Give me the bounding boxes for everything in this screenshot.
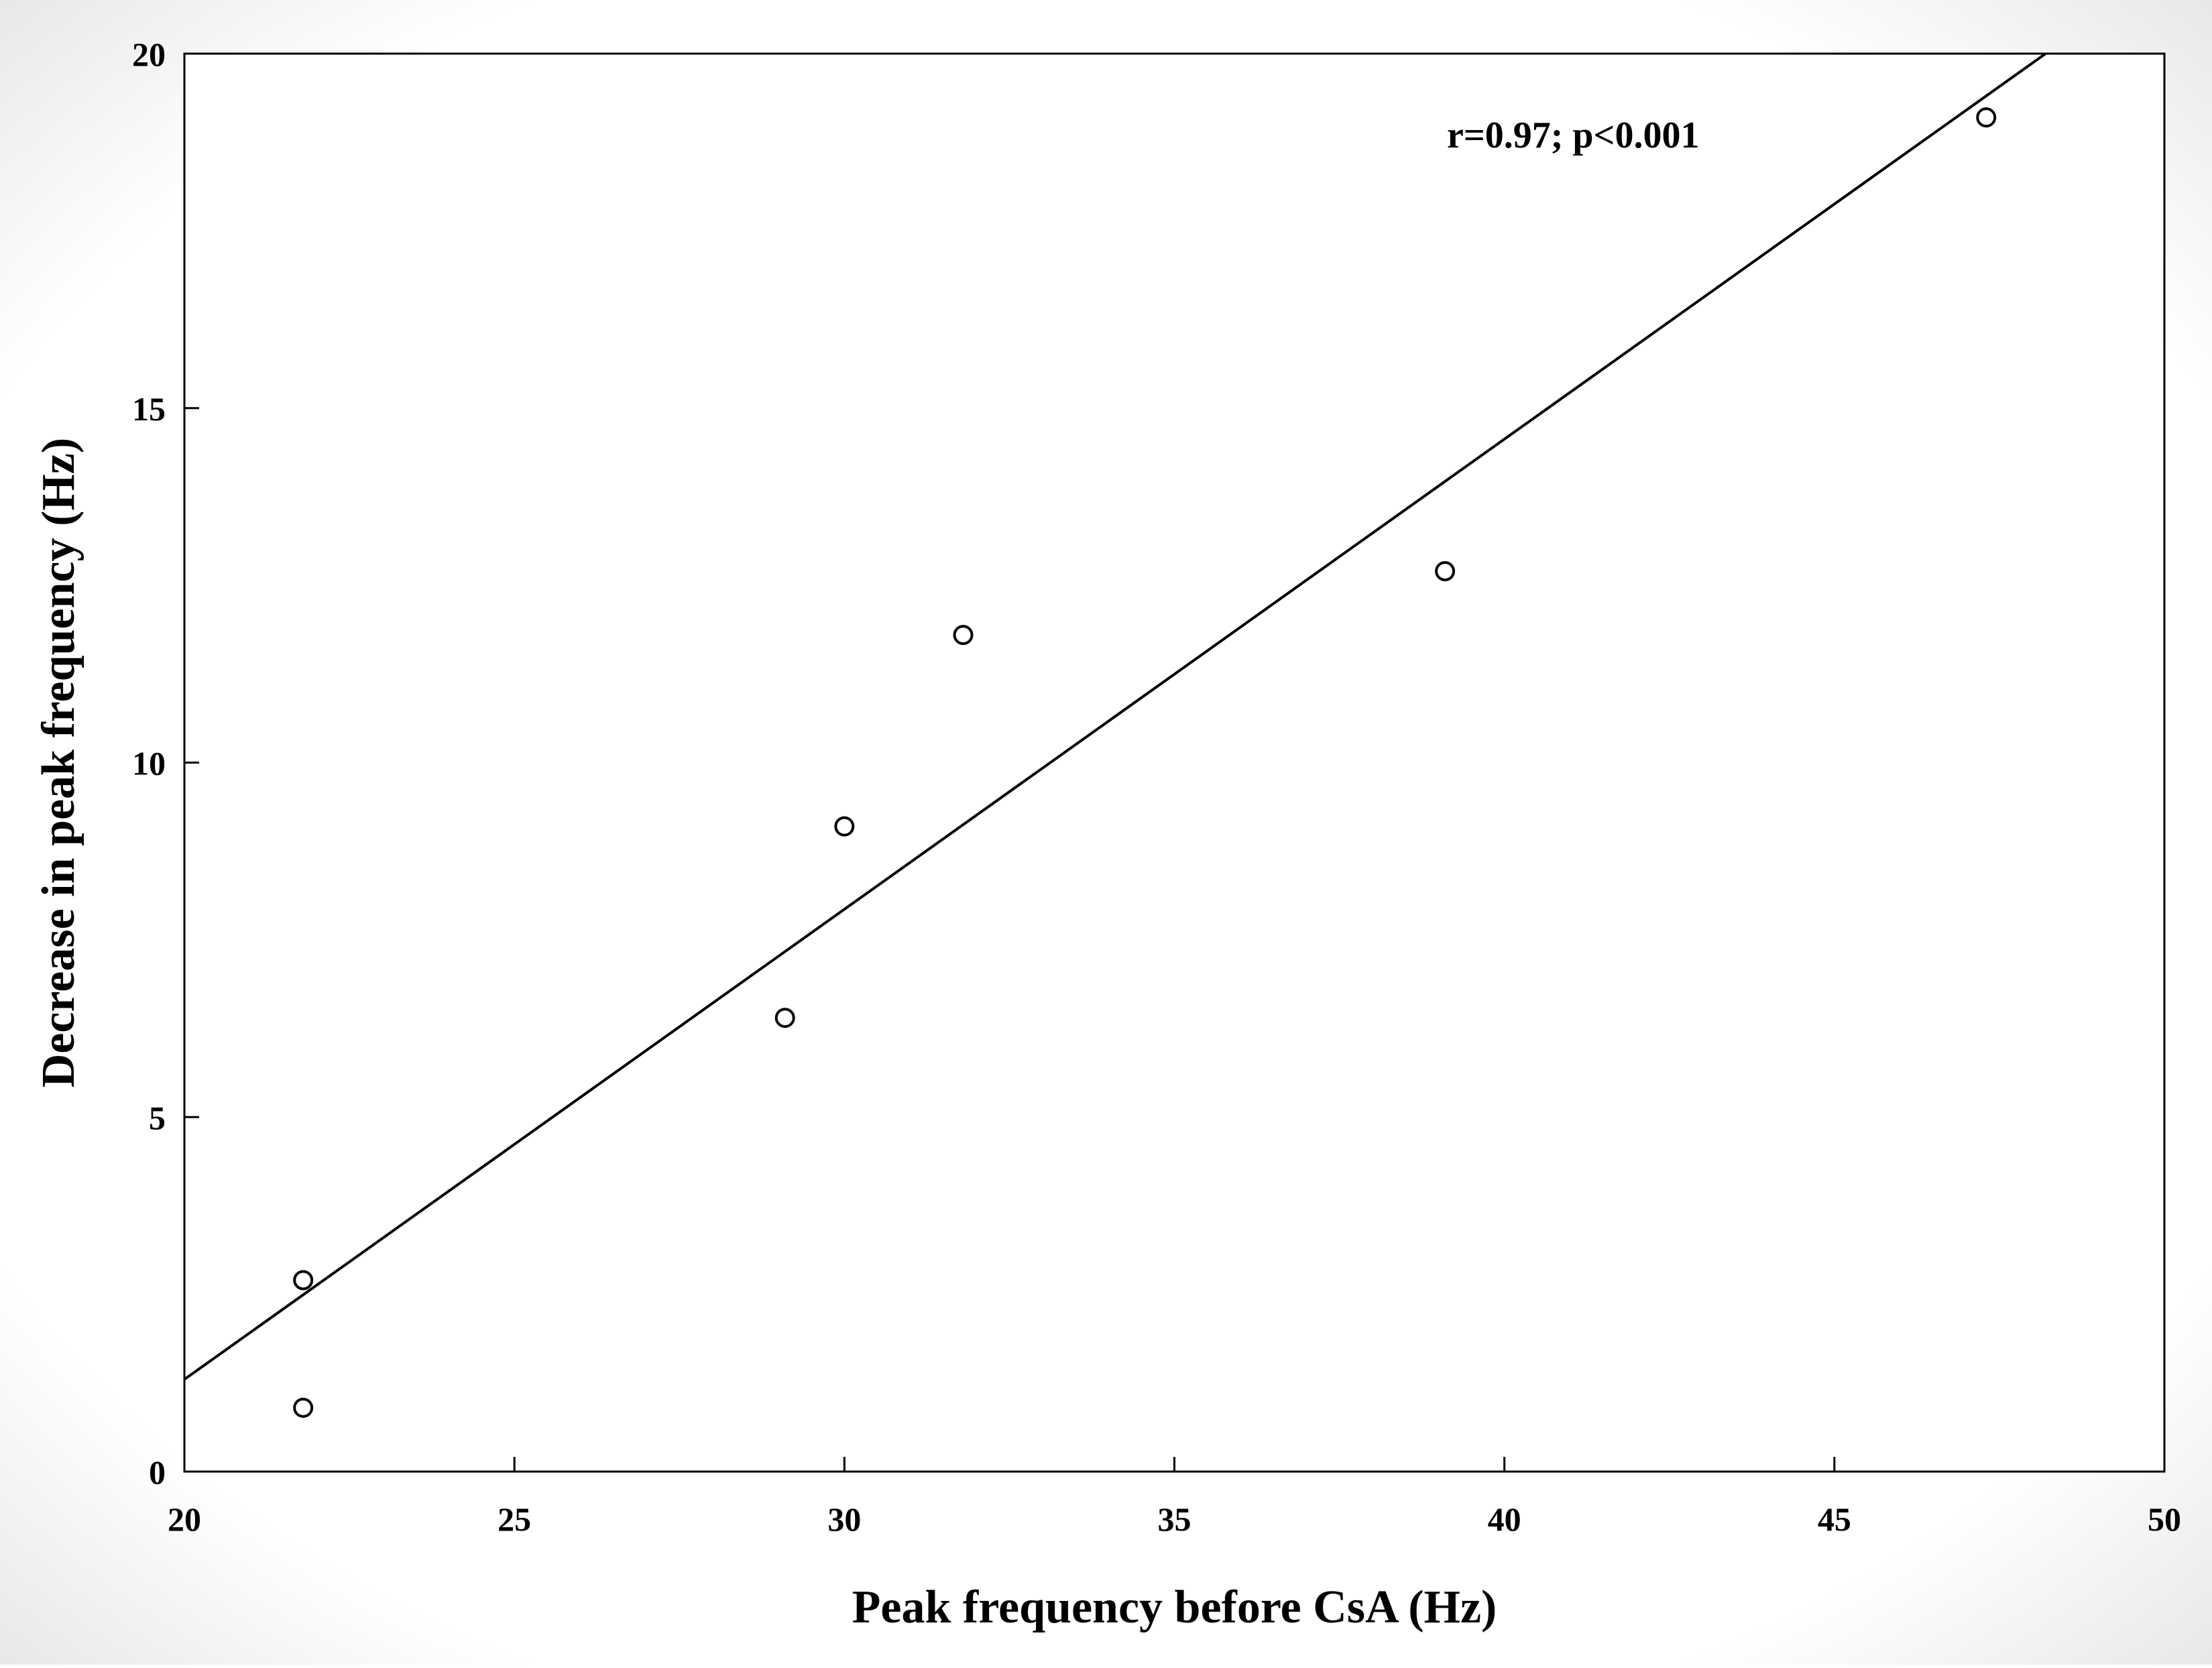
plot-area xyxy=(183,52,2166,1473)
x-tick-label: 45 xyxy=(1818,1500,1851,1538)
x-tick-label: 40 xyxy=(1488,1500,1521,1538)
correlation-annotation: r=0.97; p<0.001 xyxy=(1447,115,1699,156)
data-point xyxy=(834,816,855,837)
x-axis-title: Peak frequency before CsA (Hz) xyxy=(852,1582,1497,1633)
data-point xyxy=(293,1397,314,1418)
data-point xyxy=(953,625,974,646)
regression-line xyxy=(183,52,2046,1381)
y-tick-label: 10 xyxy=(132,745,166,782)
x-tick-label: 25 xyxy=(498,1500,531,1538)
y-tick-label: 5 xyxy=(149,1099,166,1136)
data-point xyxy=(1976,107,1997,128)
x-tick-label: 30 xyxy=(827,1500,861,1538)
y-tick-label: 20 xyxy=(132,36,166,73)
data-point xyxy=(774,1008,795,1028)
data-point xyxy=(293,1270,314,1291)
y-tick-label: 0 xyxy=(149,1453,166,1491)
data-point xyxy=(1435,560,1456,581)
y-axis-title: Decrease in peak frequency (Hz) xyxy=(33,438,84,1087)
x-tick-label: 20 xyxy=(168,1500,201,1538)
x-tick-label: 35 xyxy=(1158,1500,1191,1538)
y-tick-label: 15 xyxy=(132,390,166,428)
x-tick-label: 50 xyxy=(2148,1500,2181,1538)
